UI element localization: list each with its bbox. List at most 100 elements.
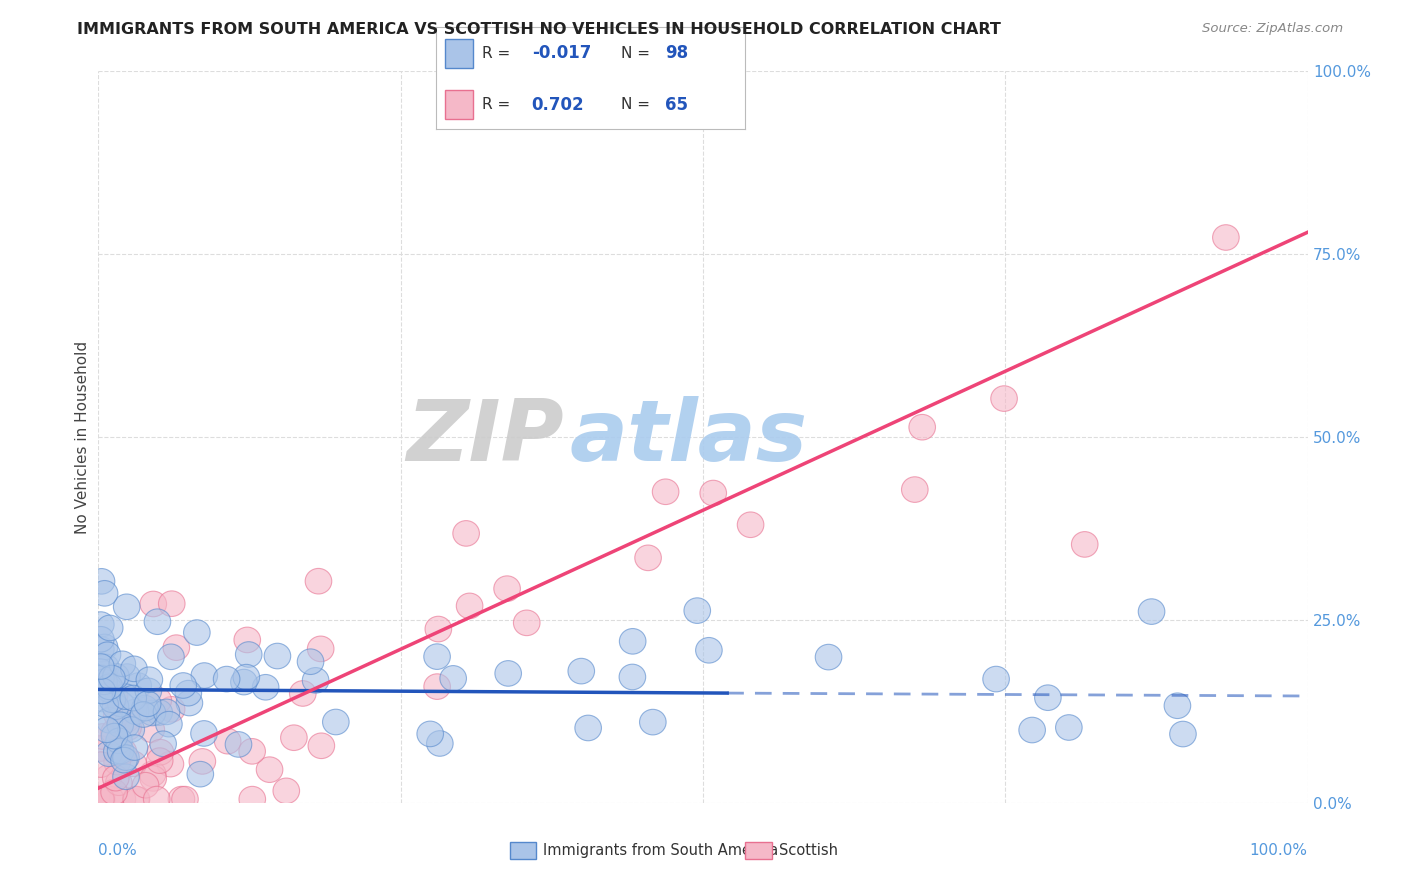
Ellipse shape [281, 725, 307, 750]
Ellipse shape [104, 749, 131, 775]
Text: 0.0%: 0.0% [98, 843, 138, 858]
Ellipse shape [124, 787, 150, 812]
Text: Source: ZipAtlas.com: Source: ZipAtlas.com [1202, 22, 1343, 36]
Text: Immigrants from South America: Immigrants from South America [543, 843, 779, 858]
Ellipse shape [132, 696, 159, 721]
Ellipse shape [1056, 714, 1083, 740]
Ellipse shape [87, 659, 114, 684]
FancyBboxPatch shape [446, 39, 472, 68]
Ellipse shape [87, 665, 114, 691]
Ellipse shape [87, 612, 114, 638]
Ellipse shape [169, 787, 195, 812]
Ellipse shape [575, 715, 602, 740]
Ellipse shape [440, 665, 467, 691]
Ellipse shape [157, 644, 184, 670]
Ellipse shape [1170, 722, 1197, 747]
Ellipse shape [187, 762, 214, 787]
Ellipse shape [136, 667, 163, 692]
Ellipse shape [104, 702, 131, 727]
Ellipse shape [683, 598, 710, 624]
Ellipse shape [122, 787, 149, 812]
FancyBboxPatch shape [509, 841, 536, 859]
Ellipse shape [87, 787, 114, 812]
Ellipse shape [700, 480, 727, 506]
Ellipse shape [233, 627, 260, 653]
Ellipse shape [96, 707, 122, 733]
Ellipse shape [97, 787, 124, 812]
Text: N =: N = [621, 45, 651, 61]
Ellipse shape [89, 787, 115, 812]
Ellipse shape [494, 576, 520, 601]
Ellipse shape [159, 591, 186, 616]
Ellipse shape [146, 747, 173, 773]
Ellipse shape [146, 699, 173, 725]
Ellipse shape [87, 787, 114, 812]
Ellipse shape [121, 735, 148, 760]
FancyBboxPatch shape [745, 841, 772, 859]
Ellipse shape [322, 709, 349, 735]
Ellipse shape [305, 568, 332, 594]
Ellipse shape [98, 687, 125, 713]
Ellipse shape [121, 656, 148, 681]
Ellipse shape [297, 648, 323, 674]
FancyBboxPatch shape [446, 90, 472, 119]
Ellipse shape [90, 686, 117, 712]
Ellipse shape [132, 772, 159, 798]
Ellipse shape [87, 626, 114, 652]
Ellipse shape [91, 634, 118, 660]
Ellipse shape [426, 731, 453, 756]
Ellipse shape [91, 691, 118, 717]
Ellipse shape [89, 678, 115, 704]
Ellipse shape [112, 745, 139, 771]
Ellipse shape [112, 684, 139, 709]
Ellipse shape [188, 748, 215, 774]
Ellipse shape [290, 681, 316, 706]
Ellipse shape [135, 691, 160, 716]
Ellipse shape [139, 700, 166, 726]
Ellipse shape [214, 729, 240, 754]
Ellipse shape [273, 778, 299, 804]
Ellipse shape [141, 765, 166, 791]
Text: Scottish: Scottish [779, 843, 838, 858]
Ellipse shape [145, 688, 172, 714]
Ellipse shape [90, 661, 117, 687]
Ellipse shape [1035, 685, 1062, 711]
Ellipse shape [96, 674, 122, 699]
Ellipse shape [235, 641, 262, 667]
Ellipse shape [103, 694, 129, 720]
Ellipse shape [983, 666, 1010, 692]
Ellipse shape [101, 723, 128, 749]
Ellipse shape [143, 787, 170, 812]
Ellipse shape [308, 636, 335, 662]
Ellipse shape [107, 712, 134, 738]
Ellipse shape [91, 581, 118, 607]
Ellipse shape [191, 663, 218, 689]
Ellipse shape [457, 593, 482, 619]
Text: R =: R = [482, 45, 510, 61]
Ellipse shape [696, 638, 723, 663]
Ellipse shape [87, 787, 114, 812]
Ellipse shape [264, 643, 291, 669]
Text: 100.0%: 100.0% [1250, 843, 1308, 858]
Ellipse shape [423, 644, 450, 669]
Ellipse shape [96, 676, 122, 702]
Ellipse shape [103, 765, 129, 791]
Text: N =: N = [621, 97, 651, 112]
Ellipse shape [153, 699, 180, 724]
Ellipse shape [108, 691, 134, 717]
Ellipse shape [423, 673, 450, 699]
Ellipse shape [302, 667, 329, 693]
Ellipse shape [991, 385, 1018, 411]
Ellipse shape [103, 664, 129, 690]
Ellipse shape [214, 666, 240, 692]
Ellipse shape [110, 651, 135, 677]
Ellipse shape [1071, 532, 1098, 558]
Ellipse shape [172, 787, 198, 812]
Ellipse shape [114, 664, 141, 690]
Ellipse shape [652, 479, 679, 505]
Ellipse shape [252, 674, 278, 700]
Ellipse shape [87, 752, 114, 778]
Ellipse shape [131, 702, 157, 727]
Ellipse shape [107, 739, 134, 764]
Ellipse shape [453, 521, 479, 546]
